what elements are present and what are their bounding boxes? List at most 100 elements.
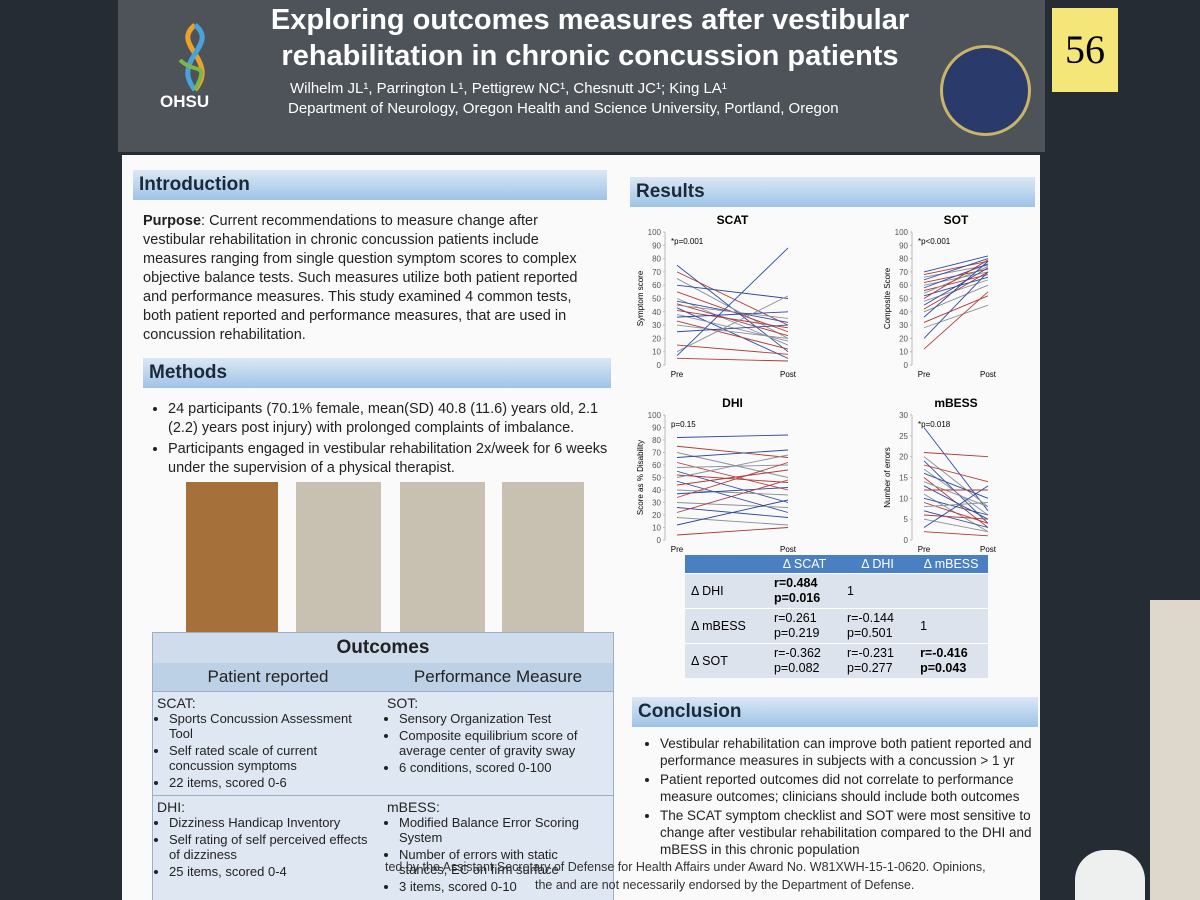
data-line <box>923 263 989 289</box>
table-title: Outcomes <box>153 633 613 663</box>
bullet: Vestibular rehabilitation can improve bo… <box>660 735 1040 769</box>
data-line <box>676 247 789 357</box>
bullet: The SCAT symptom checklist and SOT were … <box>660 807 1040 858</box>
y-tick-label: 20 <box>652 334 661 343</box>
data-line <box>676 320 789 350</box>
data-line <box>676 462 789 498</box>
table-cell: r=-0.144 p=0.501 <box>841 608 915 644</box>
data-line <box>676 487 789 495</box>
cell-item: 22 items, scored 0-6 <box>169 775 379 790</box>
y-tick-label: 20 <box>899 334 908 343</box>
column-header: Δ SCAT <box>767 555 842 574</box>
y-tick-label: 40 <box>652 486 661 495</box>
row-label: Δ SOT <box>685 643 768 678</box>
column-header: Δ DHI <box>841 555 915 574</box>
data-line <box>923 271 989 339</box>
table-cell: r=0.261 p=0.219 <box>767 608 842 644</box>
x-tick-label: Post <box>780 370 797 379</box>
y-tick-label: 90 <box>652 241 661 250</box>
cell-line: p=0.016 <box>773 591 821 605</box>
cell-line: 1 <box>847 583 854 598</box>
chart-title: SOT <box>944 213 969 227</box>
data-line <box>923 481 989 508</box>
cell-list: Modified Balance Error Scoring SystemNum… <box>387 815 609 894</box>
cell-head: mBESS: <box>387 799 440 815</box>
data-line <box>676 310 789 329</box>
poster-header <box>118 0 1045 152</box>
cell-line: r=-0.231 <box>847 646 894 660</box>
cell-item: 25 items, scored 0-4 <box>169 864 379 879</box>
chart-title: mBESS <box>934 396 977 410</box>
data-line <box>676 502 789 508</box>
chart-title: DHI <box>722 396 743 410</box>
cell-line: r=-0.144 <box>847 611 894 625</box>
footer-line: the and are not necessarily endorsed by … <box>535 878 915 892</box>
cell-item: Number of errors with static stances, EC… <box>399 847 609 877</box>
photo <box>186 482 278 644</box>
y-tick-label: 100 <box>895 228 909 237</box>
data-line <box>676 479 789 513</box>
cell-item: Modified Balance Error Scoring System <box>399 815 609 845</box>
column-header: Δ mBESS <box>914 555 988 574</box>
y-tick-label: 15 <box>899 474 908 483</box>
table-cell: r=-0.231 p=0.277 <box>841 643 915 678</box>
data-line <box>923 485 989 528</box>
data-line <box>923 452 989 458</box>
data-line <box>923 295 989 323</box>
y-tick-label: 0 <box>657 536 662 545</box>
y-tick-label: 100 <box>648 411 662 420</box>
x-tick-label: Pre <box>671 370 684 379</box>
data-line <box>923 267 989 306</box>
y-tick-label: 40 <box>652 308 661 317</box>
y-tick-label: 80 <box>899 255 908 264</box>
chart-title: SCAT <box>717 213 749 227</box>
cup <box>1075 850 1145 900</box>
data-line <box>676 499 789 526</box>
y-tick-label: 40 <box>899 308 908 317</box>
data-line <box>923 472 989 499</box>
data-line <box>676 304 789 319</box>
y-axis-label: Composite Score <box>883 267 892 329</box>
section-heading: Introduction <box>133 170 607 200</box>
y-tick-label: 70 <box>652 449 661 458</box>
poster-title: Exploring outcomes measures after vestib… <box>270 4 910 72</box>
data-line <box>676 324 789 333</box>
y-tick-label: 30 <box>652 321 661 330</box>
cell-line: p=0.219 <box>773 626 820 640</box>
y-tick-label: 50 <box>652 295 661 304</box>
y-tick-label: 10 <box>652 348 661 357</box>
data-line <box>923 255 989 273</box>
data-line <box>676 449 789 458</box>
table-cell: SCAT:Sports Concussion Assessment ToolSe… <box>153 692 383 795</box>
y-tick-label: 70 <box>652 268 661 277</box>
y-tick-label: 60 <box>899 281 908 290</box>
data-line <box>676 271 789 326</box>
cell-head: SOT: <box>387 695 419 711</box>
va-seal <box>940 45 1031 136</box>
data-line <box>923 259 989 299</box>
wall <box>1150 600 1200 900</box>
annotation: *p<0.001 <box>918 237 951 246</box>
data-line <box>676 357 789 362</box>
table-row: Δ SOT r=-0.362 p=0.082 r=-0.231 p=0.277 r=-0.… <box>685 643 988 678</box>
data-line <box>923 260 989 318</box>
y-tick-label: 0 <box>657 361 662 370</box>
y-tick-label: 100 <box>648 228 662 237</box>
x-tick-label: Pre <box>918 370 931 379</box>
cell-line: r=-0.362 <box>773 646 821 660</box>
data-line <box>923 264 989 278</box>
table-row: Δ DHI r=0.484 p=0.016 1 <box>685 573 988 609</box>
data-line <box>676 298 789 346</box>
table-cell: DHI:Dizziness Handicap Inventory Self rat… <box>153 796 383 899</box>
data-line <box>676 434 789 438</box>
row-label: Δ mBESS <box>685 608 768 644</box>
data-line <box>676 284 789 299</box>
data-line <box>676 311 789 318</box>
data-line <box>923 502 989 508</box>
table-cell: 1 <box>841 573 915 609</box>
purpose-text: : Current recommendations to measure cha… <box>143 213 578 343</box>
intro-text: Purpose: Current recommendations to meas… <box>143 212 598 345</box>
table-cell: 1 <box>914 608 988 644</box>
data-line <box>676 474 789 483</box>
